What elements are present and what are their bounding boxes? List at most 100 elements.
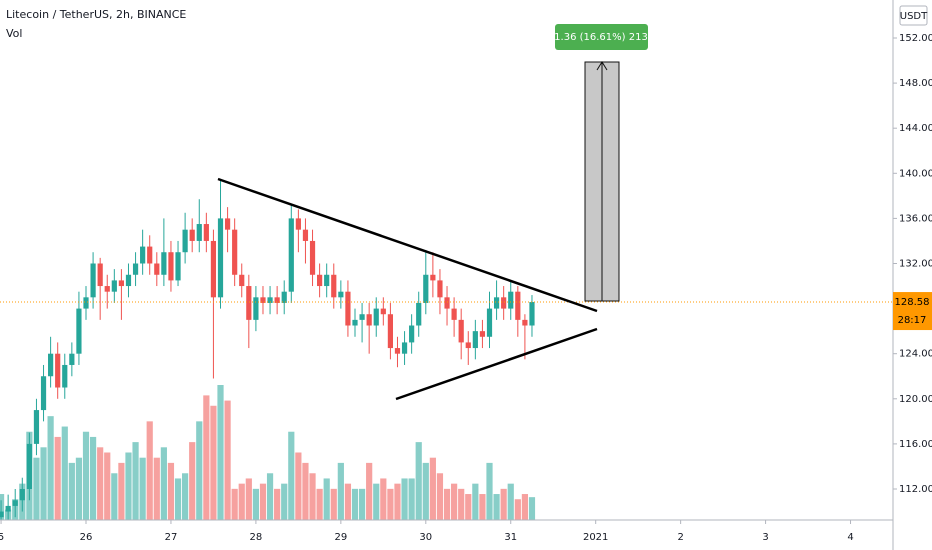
candle-body xyxy=(168,252,174,281)
candle-body xyxy=(232,229,238,275)
candle-body xyxy=(104,286,110,292)
candle-body xyxy=(48,353,54,377)
candle-body xyxy=(352,319,358,326)
candle-body xyxy=(253,297,259,320)
y-tick-label: 124.00 xyxy=(899,349,932,360)
volume-bar xyxy=(182,473,189,520)
volume-bar xyxy=(125,452,132,520)
candle-body xyxy=(154,263,160,275)
candle-body xyxy=(274,297,280,303)
candle-body xyxy=(486,308,493,337)
candle-body xyxy=(380,308,386,315)
candle-body xyxy=(196,224,202,241)
candle-body xyxy=(295,218,301,230)
volume-bar xyxy=(160,447,167,520)
candle-body xyxy=(33,410,40,444)
candle-body xyxy=(0,511,4,518)
candle-body xyxy=(161,252,167,275)
volume-bar xyxy=(429,457,436,520)
x-tick-label: 29 xyxy=(334,532,347,543)
candle-body xyxy=(189,229,195,241)
countdown-label: 28:17 xyxy=(898,315,927,326)
volume-bar xyxy=(486,462,493,520)
x-tick-label: 27 xyxy=(165,532,178,543)
candle-body xyxy=(437,280,443,298)
y-tick-label: 144.00 xyxy=(899,123,932,134)
candle-body xyxy=(373,308,379,326)
volume-bar xyxy=(295,452,302,520)
currency-box[interactable] xyxy=(899,5,928,26)
x-tick-label: 31 xyxy=(504,532,517,543)
candle-body xyxy=(5,505,11,512)
volume-bar xyxy=(75,457,83,520)
volume-bar xyxy=(358,488,366,520)
candle-body xyxy=(401,342,408,354)
last-price-box xyxy=(893,292,932,331)
candle-body xyxy=(132,263,139,275)
volume-bar xyxy=(316,488,323,520)
volume-bar xyxy=(47,416,54,520)
volume-bar xyxy=(351,488,359,520)
chart-title: Litecoin / TetherUS, 2h, BINANCE xyxy=(6,8,186,21)
volume-bar xyxy=(97,447,104,520)
candle-body xyxy=(224,218,231,230)
candle-body xyxy=(508,291,514,309)
candle-body xyxy=(529,302,535,326)
candle-body xyxy=(416,302,422,326)
candle-body xyxy=(522,319,528,326)
volume-bar xyxy=(259,483,267,520)
volume-bar xyxy=(68,462,75,520)
candle-body xyxy=(83,297,89,309)
volume-bar xyxy=(132,442,139,520)
candle-body xyxy=(317,274,323,287)
volume-bar xyxy=(387,488,394,520)
measure-arrowhead xyxy=(596,61,608,71)
candle-body xyxy=(359,314,365,320)
volume-bar xyxy=(146,421,153,520)
volume-bar xyxy=(408,478,415,520)
volume-bar xyxy=(89,436,97,520)
volume-bar xyxy=(479,494,486,520)
volume-bar xyxy=(82,431,90,520)
candle-body xyxy=(19,488,25,501)
x-tick-label: 26 xyxy=(80,532,93,543)
volume-bar xyxy=(139,457,146,520)
volume-bar xyxy=(33,457,40,520)
y-tick-label: 140.00 xyxy=(899,168,932,179)
measure-label: 21.36 (16.61%) 2136 xyxy=(548,32,654,43)
candle-body xyxy=(69,353,75,365)
candle-body xyxy=(267,297,273,303)
volume-bar xyxy=(493,494,500,520)
candle-body xyxy=(203,224,209,241)
volume-bar xyxy=(472,483,479,520)
candle-body xyxy=(125,274,132,287)
volume-bar xyxy=(196,421,203,520)
currency: USDT xyxy=(900,11,928,22)
volume-bar xyxy=(40,447,47,520)
volume-bar xyxy=(118,462,125,520)
candle-body xyxy=(97,263,103,287)
candle-body xyxy=(182,229,188,253)
candle-body xyxy=(387,314,393,349)
volume-bar xyxy=(302,462,309,520)
candle-body xyxy=(302,229,309,241)
volume-bar xyxy=(528,497,536,520)
volume-bar xyxy=(330,488,337,520)
volume-bar xyxy=(521,494,528,520)
x-tick-label: 2 xyxy=(677,532,683,543)
candle-body xyxy=(493,297,500,309)
candle-body xyxy=(260,297,266,303)
candle-body xyxy=(147,246,153,264)
candle-body xyxy=(338,291,344,298)
candle-body xyxy=(140,246,146,264)
candle-body xyxy=(217,218,224,298)
volume-bar xyxy=(167,462,175,520)
volume-bar xyxy=(111,473,118,520)
measure-label-box xyxy=(555,24,648,50)
volume-bar xyxy=(507,483,514,520)
candle-body xyxy=(324,274,330,287)
volume-bar xyxy=(61,426,68,520)
volume-bar xyxy=(288,431,295,520)
y-tick-label: 120.00 xyxy=(899,394,932,405)
